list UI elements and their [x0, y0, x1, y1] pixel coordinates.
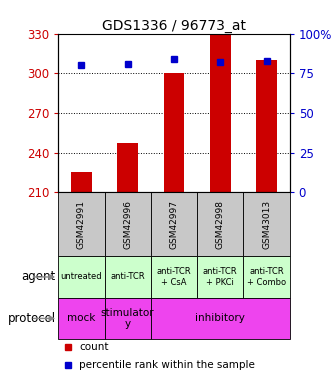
- Text: GSM43013: GSM43013: [262, 200, 271, 249]
- Bar: [58, 192, 105, 256]
- Bar: [117, 143, 138, 192]
- Bar: [197, 192, 243, 256]
- Bar: [164, 74, 184, 192]
- Text: anti-TCR
+ Combo: anti-TCR + Combo: [247, 267, 286, 286]
- Text: anti-TCR: anti-TCR: [111, 273, 145, 282]
- Text: percentile rank within the sample: percentile rank within the sample: [79, 360, 255, 370]
- Text: GSM42996: GSM42996: [123, 200, 132, 249]
- Text: count: count: [79, 342, 109, 352]
- Text: GSM42991: GSM42991: [77, 200, 86, 249]
- Text: mock: mock: [67, 314, 96, 324]
- Bar: [243, 256, 290, 298]
- Text: anti-TCR
+ CsA: anti-TCR + CsA: [157, 267, 191, 286]
- Bar: [151, 298, 290, 339]
- Text: stimulator
y: stimulator y: [101, 308, 155, 329]
- Text: anti-TCR
+ PKCi: anti-TCR + PKCi: [203, 267, 237, 286]
- Bar: [58, 298, 105, 339]
- Bar: [197, 256, 243, 298]
- Text: GSM42998: GSM42998: [216, 200, 225, 249]
- Bar: [243, 192, 290, 256]
- Text: agent: agent: [22, 270, 56, 284]
- Bar: [105, 256, 151, 298]
- Bar: [105, 298, 151, 339]
- Bar: [105, 192, 151, 256]
- Bar: [151, 192, 197, 256]
- Text: GSM42997: GSM42997: [169, 200, 178, 249]
- Text: inhibitory: inhibitory: [195, 314, 245, 324]
- Bar: [71, 172, 92, 192]
- Bar: [210, 34, 231, 192]
- Bar: [58, 256, 105, 298]
- Bar: [151, 256, 197, 298]
- Title: GDS1336 / 96773_at: GDS1336 / 96773_at: [102, 19, 246, 33]
- Bar: [256, 60, 277, 192]
- Text: untreated: untreated: [61, 273, 102, 282]
- Text: protocol: protocol: [8, 312, 56, 325]
